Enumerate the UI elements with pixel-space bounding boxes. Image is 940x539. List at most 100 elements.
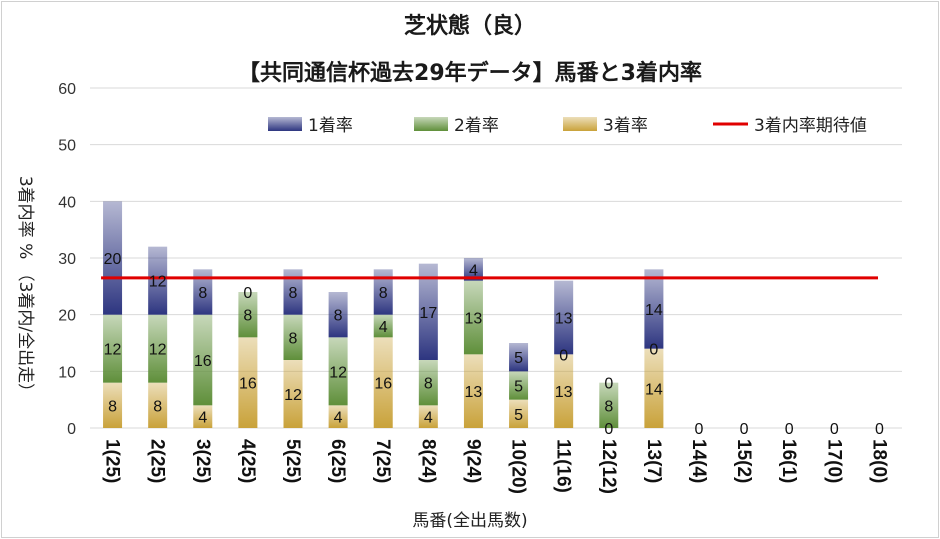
data-label: 8 bbox=[108, 398, 117, 415]
y-tick-label: 0 bbox=[67, 421, 76, 438]
data-label: 0 bbox=[243, 285, 252, 302]
bar-segment-3 bbox=[193, 269, 213, 315]
bar-segment-1 bbox=[283, 360, 303, 428]
bar-segment-3 bbox=[554, 280, 574, 355]
bars bbox=[103, 201, 664, 428]
bar-segment-2 bbox=[463, 280, 483, 355]
bar-segment-1 bbox=[463, 354, 483, 428]
bar-segment-1 bbox=[148, 382, 168, 428]
legend-swatch bbox=[268, 117, 302, 131]
bar-segment-3 bbox=[418, 263, 438, 360]
x-tick-label: 10(20) bbox=[508, 439, 529, 494]
bar-segment-3 bbox=[644, 269, 664, 349]
bar-segment-2 bbox=[148, 314, 168, 383]
bar-segment-1 bbox=[238, 337, 258, 428]
x-tick-label: 17(0) bbox=[823, 439, 844, 483]
y-tick-label: 10 bbox=[58, 364, 76, 381]
bar-segment-1 bbox=[328, 405, 348, 428]
y-tick-label: 50 bbox=[58, 138, 76, 155]
data-label: 0 bbox=[604, 421, 613, 438]
y-tick-label: 60 bbox=[58, 81, 76, 98]
data-label: 13 bbox=[555, 384, 573, 401]
data-label: 0 bbox=[740, 421, 749, 438]
x-tick-label: 18(0) bbox=[868, 439, 889, 483]
data-label: 0 bbox=[875, 421, 884, 438]
data-label: 0 bbox=[830, 421, 839, 438]
x-tick-label: 15(2) bbox=[733, 439, 754, 483]
bar-segment-2 bbox=[509, 371, 529, 400]
data-label: 20 bbox=[104, 251, 122, 268]
legend-label: 3着内率期待値 bbox=[754, 116, 867, 136]
bar-segment-1 bbox=[554, 354, 574, 428]
data-label: 4 bbox=[334, 410, 343, 427]
x-tick-label: 8(24) bbox=[417, 439, 438, 483]
data-label: 8 bbox=[243, 308, 252, 325]
data-label: 4 bbox=[469, 262, 478, 279]
legend-label: 2着率 bbox=[454, 116, 499, 136]
legend-label: 3着率 bbox=[603, 116, 648, 136]
y-axis-ticks: 0 10 20 30 40 50 60 bbox=[58, 81, 76, 438]
legend: 1着率 2着率 3着率 3着内率期待値 bbox=[268, 116, 867, 136]
bar-segment-3 bbox=[283, 269, 303, 315]
x-tick-label: 6(25) bbox=[327, 439, 348, 483]
x-tick-label: 16(1) bbox=[778, 439, 799, 483]
data-label: 13 bbox=[555, 311, 573, 328]
bar-segment-3 bbox=[148, 246, 168, 315]
chart-title: 芝状態（良） bbox=[404, 13, 536, 39]
x-tick-label: 9(24) bbox=[462, 439, 483, 483]
bar-segment-2 bbox=[103, 314, 123, 383]
bar-segment-1 bbox=[193, 405, 213, 428]
bar-segment-2 bbox=[283, 314, 303, 360]
data-label: 4 bbox=[424, 410, 433, 427]
bar-segment-1 bbox=[103, 382, 123, 428]
data-label: 12 bbox=[149, 274, 167, 291]
legend-swatch bbox=[414, 117, 448, 131]
y-tick-label: 20 bbox=[58, 308, 76, 325]
bar-segment-2 bbox=[418, 360, 438, 406]
data-label: 16 bbox=[239, 376, 257, 393]
bar-segment-3 bbox=[328, 292, 348, 338]
chart-subtitle: 【共同通信杯過去29年データ】馬番と3着内率 bbox=[238, 60, 702, 86]
data-label: 8 bbox=[289, 285, 298, 302]
x-tick-label: 13(7) bbox=[643, 439, 664, 483]
bar-segment-2 bbox=[193, 314, 213, 406]
data-label: 12 bbox=[329, 364, 347, 381]
data-label: 16 bbox=[194, 353, 212, 370]
data-label: 0 bbox=[559, 347, 568, 364]
data-label: 5 bbox=[514, 350, 523, 367]
data-label: 0 bbox=[695, 421, 704, 438]
bar-segment-1 bbox=[509, 399, 529, 428]
bar-segment-2 bbox=[373, 314, 393, 338]
data-label: 0 bbox=[785, 421, 794, 438]
bar-segment-3 bbox=[103, 201, 123, 315]
bar-segment-2 bbox=[328, 337, 348, 406]
bar-segment-3 bbox=[463, 258, 483, 281]
bar-segment-3 bbox=[509, 343, 529, 372]
bar-segment-3 bbox=[373, 269, 393, 315]
bar-segment-2 bbox=[599, 382, 619, 428]
data-labels: 8 8 4 16 12 4 16 4 13 5 13 0 14 0 0 0 0 0 12 12 16 8 8 12 4 8 13 5 0… bbox=[104, 251, 884, 438]
data-label: 8 bbox=[604, 398, 613, 415]
x-tick-label: 12(12) bbox=[598, 439, 619, 494]
data-label: 0 bbox=[649, 342, 658, 359]
data-label: 13 bbox=[465, 311, 483, 328]
x-tick-label: 5(25) bbox=[282, 439, 303, 483]
legend-swatch bbox=[563, 117, 597, 131]
data-label: 14 bbox=[645, 381, 663, 398]
data-label: 17 bbox=[419, 305, 437, 322]
y-axis-title: 3着内率 % （3着内/全出走） bbox=[15, 176, 35, 400]
data-label: 0 bbox=[604, 376, 613, 393]
x-tick-label: 14(4) bbox=[688, 439, 709, 483]
data-label: 13 bbox=[465, 384, 483, 401]
data-label: 12 bbox=[104, 342, 122, 359]
x-tick-label: 3(25) bbox=[192, 439, 213, 483]
data-label: 16 bbox=[374, 376, 392, 393]
bar-segment-1 bbox=[644, 348, 664, 428]
legend-label: 1着率 bbox=[308, 116, 353, 136]
x-axis-ticks: 1(25) 2(25) 3(25) 4(25) 5(25) 6(25) 7(25) 8(24)… bbox=[102, 439, 890, 494]
data-label: 8 bbox=[198, 285, 207, 302]
data-label: 8 bbox=[289, 330, 298, 347]
bar-segment-1 bbox=[418, 405, 438, 428]
data-label: 4 bbox=[379, 319, 388, 336]
